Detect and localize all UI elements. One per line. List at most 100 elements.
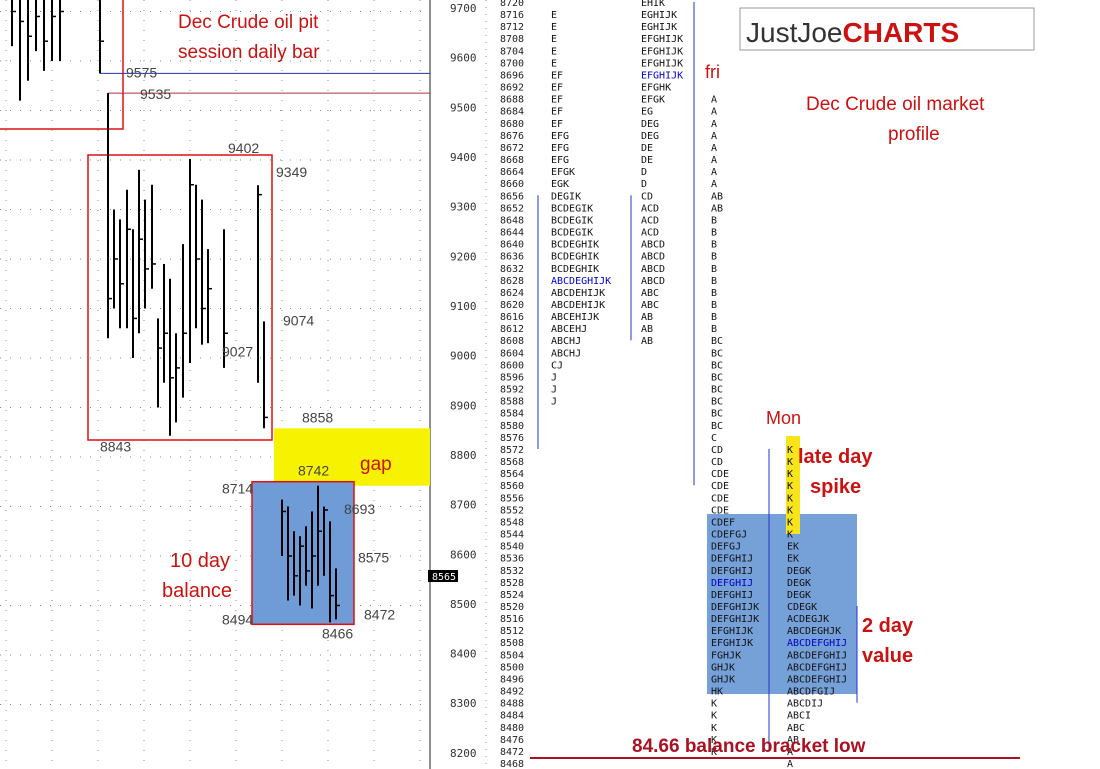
current-price-marker: [428, 570, 458, 582]
profile-letters: BC: [711, 360, 723, 371]
profile-letters: K: [711, 747, 717, 758]
profile-letters: E: [551, 10, 557, 21]
profile-price: 8476: [500, 735, 524, 746]
profile-letters: EK: [787, 542, 799, 553]
profile-price: 8596: [500, 372, 524, 383]
profile-price: 8520: [500, 602, 524, 613]
daily-bar-box: [0, 0, 124, 130]
balance-label-2: balance: [162, 580, 232, 602]
profile-price: 8712: [500, 22, 524, 33]
profile-letters: BC: [711, 372, 723, 383]
profile-letters: AB: [787, 735, 799, 746]
profile-letters: EFG: [551, 143, 569, 154]
profile-title-line1: Dec Crude oil market: [806, 94, 985, 115]
profile-letters: EG: [641, 107, 653, 118]
profile-price: 8672: [500, 143, 524, 154]
profile-price: 8568: [500, 457, 524, 468]
profile-price: 8516: [500, 614, 524, 625]
two-day-label-2: value: [862, 645, 913, 667]
profile-letters: ABC: [641, 300, 659, 311]
profile-letters: DEGIK: [551, 191, 581, 202]
profile-letters: E: [551, 46, 557, 57]
profile-price: 8588: [500, 397, 524, 408]
brand-logo: JustJoeCHARTS: [746, 17, 959, 48]
price-label: 8693: [344, 501, 375, 517]
price-label: 9027: [222, 344, 253, 360]
profile-price: 8576: [500, 433, 524, 444]
profile-letters: E: [551, 22, 557, 33]
profile-letters: A: [711, 143, 717, 154]
price-label: 8742: [298, 463, 329, 479]
profile-price: 8708: [500, 34, 524, 45]
profile-letters: DE: [641, 155, 653, 166]
profile-price: 8616: [500, 312, 524, 323]
range-box: [87, 154, 273, 441]
profile-letters: BCDEGIK: [551, 215, 593, 226]
price-label: 8575: [358, 549, 389, 565]
profile-letters: ABCD: [641, 240, 665, 251]
profile-axis-tick: 9200: [450, 250, 477, 263]
profile-letters: EF: [551, 70, 563, 81]
profile-axis-tick: 9500: [450, 101, 477, 114]
profile-letters: CDEFGJ: [711, 530, 747, 541]
profile-letters: J: [551, 397, 557, 408]
profile-letters: A: [787, 747, 793, 758]
profile-axis-tick: 8600: [450, 548, 477, 561]
profile-price: 8528: [500, 578, 524, 589]
profile-axis-tick: 8500: [450, 598, 477, 611]
value-area-box: [707, 514, 857, 694]
profile-axis-tick: 8300: [450, 697, 477, 710]
profile-price: 8668: [500, 155, 524, 166]
profile-price: 8716: [500, 10, 524, 21]
profile-letters: BC: [711, 348, 723, 359]
profile-price: 8676: [500, 131, 524, 142]
profile-price: 8488: [500, 699, 524, 710]
profile-letters: DEG: [641, 119, 659, 130]
price-label: 9349: [276, 164, 307, 180]
profile-letters: E: [551, 58, 557, 69]
gap-box: [274, 428, 430, 486]
profile-letters: CD: [711, 457, 723, 468]
profile-letters: D: [641, 167, 647, 178]
profile-price: 8480: [500, 723, 524, 734]
profile-letters: EFGHIJK: [711, 638, 753, 649]
profile-letters: ABCDEHIJK: [551, 288, 605, 299]
profile-axis-tick: 9600: [450, 52, 477, 65]
price-label: 8843: [100, 439, 131, 455]
profile-letters: CDE: [711, 481, 729, 492]
price-label: 9535: [140, 86, 171, 102]
profile-letters: DEG: [641, 131, 659, 142]
profile-letters: A: [787, 759, 793, 769]
profile-letters: K: [787, 505, 793, 516]
profile-letters: DEGK: [787, 578, 811, 589]
profile-letters: EGHIJK: [641, 10, 677, 21]
profile-letters: ABCEHJ: [551, 324, 587, 335]
profile-letters: BC: [711, 397, 723, 408]
profile-letters: D: [641, 179, 647, 190]
profile-letters: AB: [711, 203, 723, 214]
profile-price: 8500: [500, 662, 524, 673]
profile-letters: ABCDEFGHIJ: [787, 662, 847, 673]
chart-title-line1: Dec Crude oil pit: [178, 12, 319, 33]
profile-letters: ABCD: [641, 264, 665, 275]
profile-letters: CDE: [711, 493, 729, 504]
profile-letters: B: [711, 240, 717, 251]
price-label: 9575: [126, 64, 157, 80]
profile-letters: CDE: [711, 505, 729, 516]
profile-price: 8580: [500, 421, 524, 432]
profile-price: 8556: [500, 493, 524, 504]
profile-price: 8632: [500, 264, 524, 275]
profile-letters: AB: [711, 191, 723, 202]
profile-letters: ABCDIJ: [787, 699, 823, 710]
profile-letters: CDEF: [711, 517, 735, 528]
profile-letters: CDE: [711, 469, 729, 480]
profile-price: 8660: [500, 179, 524, 190]
profile-price: 8636: [500, 252, 524, 263]
profile-price: 8552: [500, 505, 524, 516]
profile-letters: BCDEGHIK: [551, 240, 599, 251]
profile-letters: CJ: [551, 360, 563, 371]
price-label: 9074: [283, 312, 314, 328]
profile-price: 8512: [500, 626, 524, 637]
price-label: 8472: [364, 606, 395, 622]
